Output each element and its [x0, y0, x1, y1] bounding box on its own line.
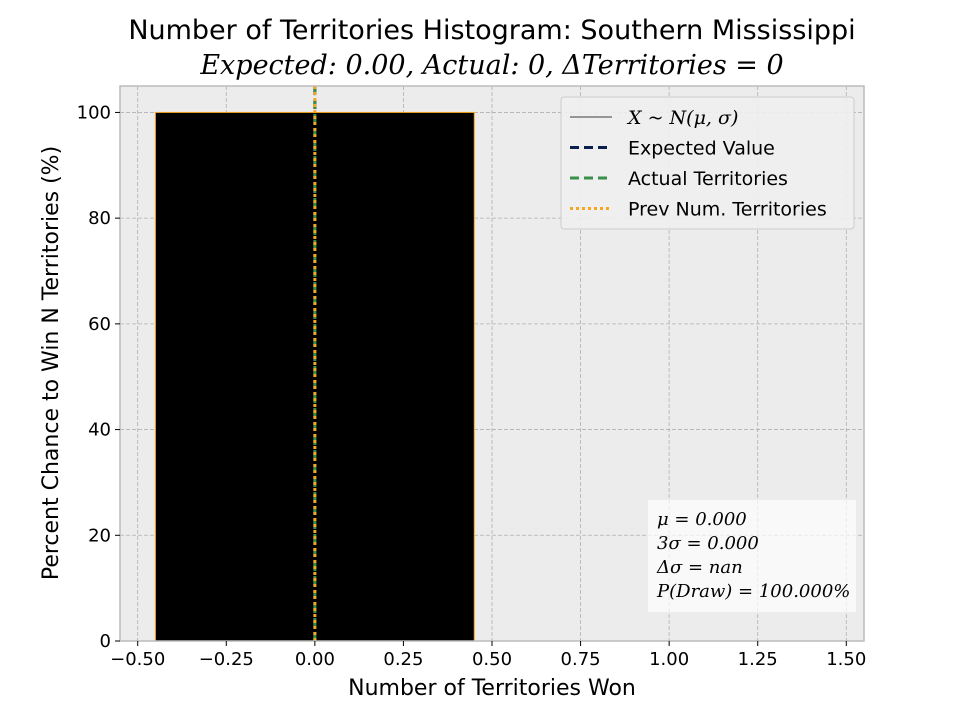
x-tick-label: 0.75 — [561, 649, 601, 670]
y-axis-ticks: 0 20 40 60 80 100 — [77, 102, 120, 652]
legend-label: Actual Territories — [628, 168, 788, 190]
stats-line: 3σ = 0.000 — [657, 533, 759, 554]
chart-subtitle: Expected: 0.00, Actual: 0, ΔTerritories … — [199, 50, 783, 81]
x-tick-label: 0.00 — [295, 649, 335, 670]
stats-box: μ = 0.000 3σ = 0.000 Δσ = nan P(Draw) = 100… — [648, 500, 856, 612]
y-tick-label: 100 — [77, 102, 111, 123]
stats-line: P(Draw) = 100.000% — [656, 581, 850, 602]
stats-box-background — [648, 500, 856, 612]
chart-title: Number of Territories Histogram: Souther… — [128, 15, 855, 46]
x-axis-label: Number of Territories Won — [348, 676, 636, 701]
stats-line: Δσ = nan — [656, 557, 743, 578]
y-tick-label: 40 — [88, 420, 111, 441]
x-tick-label: −0.25 — [199, 649, 254, 670]
y-tick-label: 60 — [88, 314, 111, 335]
legend-label: X ~ N(μ, σ) — [626, 107, 738, 129]
x-tick-label: 1.50 — [826, 649, 866, 670]
y-tick-label: 80 — [88, 208, 111, 229]
legend-label: Prev Num. Territories — [628, 199, 827, 221]
legend: X ~ N(μ, σ) Expected Value Actual Territor… — [560, 96, 855, 230]
x-axis-ticks: −0.50 −0.25 0.00 0.25 0.50 0.75 1.00 1.25 1.50 — [110, 641, 866, 670]
y-tick-label: 20 — [88, 525, 111, 546]
y-axis-label: Percent Chance to Win N Territories (%) — [39, 146, 64, 580]
legend-box — [560, 96, 855, 230]
x-tick-label: 0.50 — [472, 649, 512, 670]
x-tick-label: 1.00 — [649, 649, 689, 670]
y-tick-label: 0 — [100, 631, 111, 652]
stats-line: μ = 0.000 — [657, 509, 747, 530]
x-tick-label: 0.25 — [383, 649, 423, 670]
x-tick-label: 1.25 — [738, 649, 778, 670]
x-tick-label: −0.50 — [110, 649, 165, 670]
legend-label: Expected Value — [628, 138, 775, 160]
